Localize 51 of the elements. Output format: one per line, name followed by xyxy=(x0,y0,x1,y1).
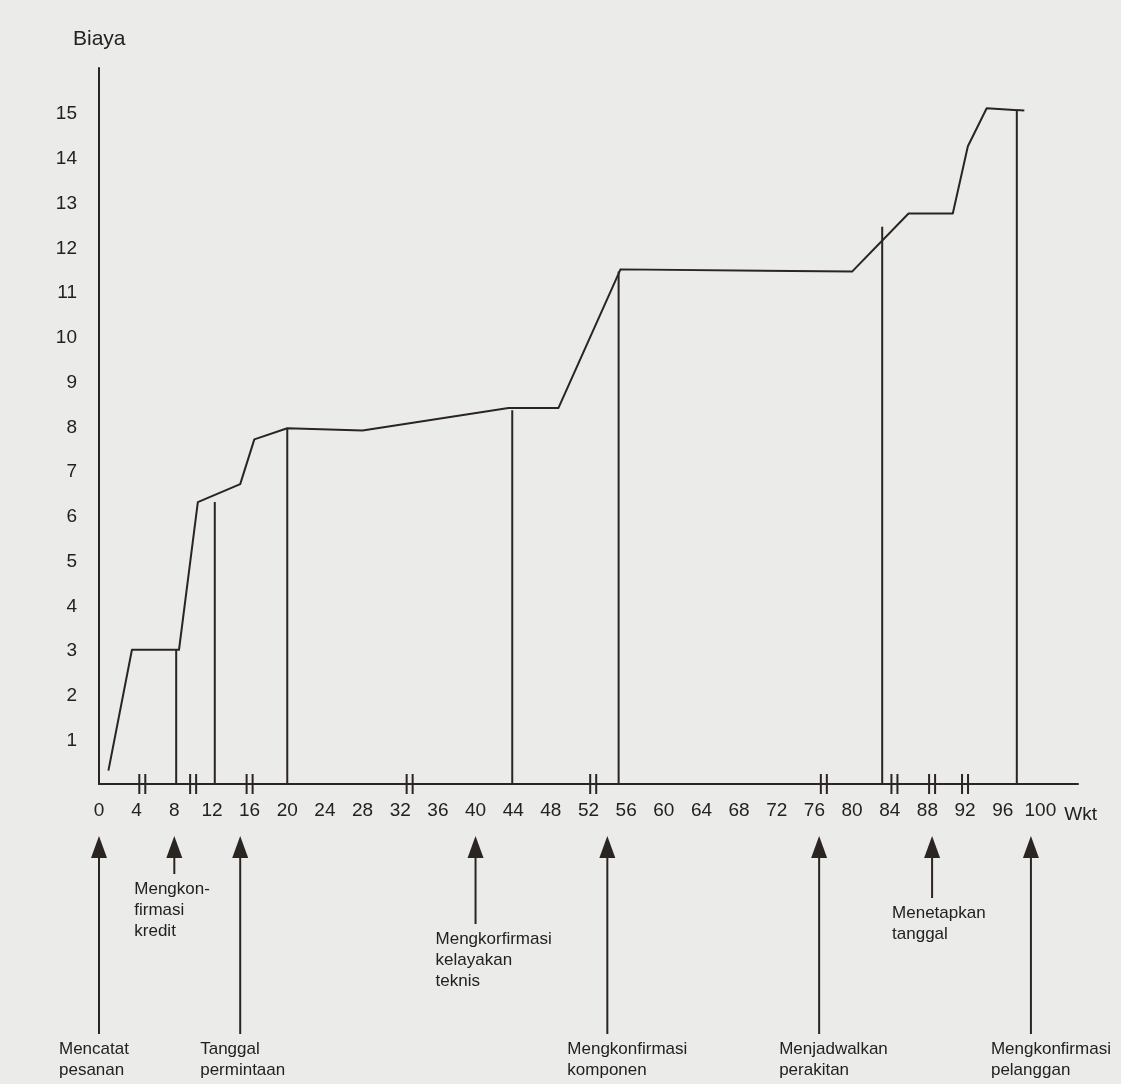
x-tick-label: 12 xyxy=(201,799,223,820)
x-tick-label: 72 xyxy=(766,799,788,820)
x-tick-label: 0 xyxy=(93,799,105,820)
x-tick-label: 64 xyxy=(690,799,713,820)
y-axis-title: Biaya xyxy=(73,26,126,49)
text: Mengkonfirmasi pelanggan xyxy=(990,1038,1111,1080)
x-tick-label: 84 xyxy=(879,799,901,820)
x-tick-label: 40 xyxy=(464,799,487,820)
y-tick-label: 2 xyxy=(66,684,77,705)
x-tick-label: 8 xyxy=(169,799,180,820)
y-tick-label: 12 xyxy=(55,236,77,258)
text: Menetapkan tanggal xyxy=(892,902,986,944)
text: Menjadwalkan perakitan xyxy=(779,1038,888,1080)
text: Mencatat pesanan xyxy=(59,1038,129,1080)
x-tick-label: 44 xyxy=(502,799,525,820)
y-tick-label: 3 xyxy=(66,639,77,661)
x-tick-label: 28 xyxy=(352,799,374,820)
y-tick-label: 11 xyxy=(57,281,77,303)
y-tick-label: 14 xyxy=(55,147,78,168)
x-tick-label: 20 xyxy=(276,799,298,820)
x-tick-label: 36 xyxy=(427,799,449,820)
y-tick-label: 13 xyxy=(55,191,77,213)
y-tick-label: 4 xyxy=(66,594,78,616)
x-tick-label: 96 xyxy=(992,799,1014,820)
x-tick-label: 88 xyxy=(916,799,938,820)
x-tick-label: 32 xyxy=(389,799,411,820)
x-tick-label: 60 xyxy=(653,799,675,820)
x-tick-label: 100 xyxy=(1024,799,1057,820)
y-tick-label: 9 xyxy=(66,370,77,392)
x-tick-label: 76 xyxy=(803,799,825,820)
x-tick-label: 68 xyxy=(728,799,750,820)
x-tick-label: 56 xyxy=(615,799,637,820)
y-tick-label: 1 xyxy=(66,728,77,750)
text: Mengkorfirmasi kelayakan teknis xyxy=(435,928,552,991)
x-tick-label: 16 xyxy=(239,799,261,820)
y-tick-label: 15 xyxy=(55,102,77,124)
text: Mengkon- firmasi kredit xyxy=(134,878,210,941)
x-tick-label: 4 xyxy=(131,799,143,820)
x-tick-label: 92 xyxy=(954,799,976,820)
x-tick-label: 24 xyxy=(314,799,336,820)
y-tick-label: 7 xyxy=(66,460,77,482)
y-tick-label: 10 xyxy=(55,326,77,347)
text: Tanggal permintaan xyxy=(200,1038,286,1080)
y-tick-label: 5 xyxy=(66,549,77,571)
x-tick-label: 52 xyxy=(577,799,600,820)
x-tick-label: 48 xyxy=(540,799,562,820)
x-axis-title: Wkt xyxy=(1064,803,1098,824)
y-tick-label: 8 xyxy=(66,415,77,437)
x-tick-label: 80 xyxy=(841,799,863,820)
text: Mengkonfirmasi komponen xyxy=(567,1038,688,1080)
y-tick-label: 6 xyxy=(66,505,77,526)
